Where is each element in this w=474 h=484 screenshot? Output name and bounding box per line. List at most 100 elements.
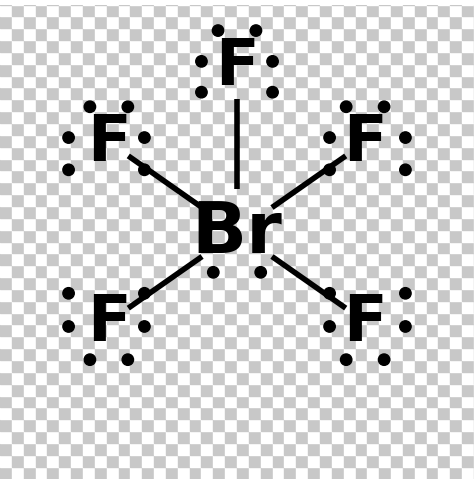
Bar xyxy=(118,467,130,479)
Bar xyxy=(462,218,474,230)
Bar xyxy=(391,112,403,124)
Bar xyxy=(201,124,213,136)
Bar xyxy=(190,148,201,159)
Bar xyxy=(320,419,332,431)
Bar xyxy=(24,467,36,479)
Bar xyxy=(249,65,261,76)
Bar xyxy=(284,195,296,207)
Bar xyxy=(415,455,427,467)
Bar xyxy=(47,467,59,479)
Bar xyxy=(249,396,261,408)
Bar xyxy=(178,148,190,159)
Bar xyxy=(95,384,107,396)
Bar xyxy=(24,100,36,112)
Bar xyxy=(130,313,142,325)
Bar xyxy=(47,360,59,372)
Bar xyxy=(178,419,190,431)
Bar xyxy=(356,41,367,53)
Bar xyxy=(462,301,474,313)
Bar xyxy=(415,207,427,218)
Bar xyxy=(190,313,201,325)
Bar xyxy=(261,148,273,159)
Bar xyxy=(249,384,261,396)
Bar xyxy=(391,242,403,254)
Bar xyxy=(284,325,296,336)
Bar xyxy=(438,136,450,148)
Bar xyxy=(379,277,391,289)
Bar xyxy=(83,277,95,289)
Bar xyxy=(225,455,237,467)
Bar xyxy=(178,336,190,348)
Bar xyxy=(47,29,59,41)
Bar xyxy=(403,384,415,396)
Bar xyxy=(71,455,83,467)
Bar xyxy=(12,171,24,183)
Bar xyxy=(320,29,332,41)
Bar xyxy=(462,207,474,218)
Bar xyxy=(24,230,36,242)
Bar xyxy=(379,17,391,29)
Bar xyxy=(391,467,403,479)
Bar xyxy=(296,455,308,467)
Bar xyxy=(273,467,284,479)
Bar xyxy=(118,325,130,336)
Bar xyxy=(201,0,213,5)
Bar xyxy=(24,171,36,183)
Bar xyxy=(249,195,261,207)
Bar xyxy=(201,76,213,88)
Bar xyxy=(332,266,344,277)
Bar xyxy=(284,112,296,124)
Bar xyxy=(356,53,367,65)
Bar xyxy=(12,242,24,254)
Bar xyxy=(237,124,249,136)
Bar xyxy=(59,0,71,5)
Bar xyxy=(0,88,12,100)
Bar xyxy=(320,159,332,171)
Bar xyxy=(379,41,391,53)
Bar xyxy=(0,277,12,289)
Bar xyxy=(237,384,249,396)
Bar xyxy=(391,289,403,301)
Bar xyxy=(237,0,249,5)
Bar xyxy=(367,313,379,325)
Bar xyxy=(0,254,12,266)
Bar xyxy=(225,29,237,41)
Bar xyxy=(320,218,332,230)
Bar xyxy=(59,136,71,148)
Bar xyxy=(201,384,213,396)
Bar xyxy=(427,136,438,148)
Bar xyxy=(356,396,367,408)
Bar xyxy=(83,467,95,479)
Bar xyxy=(391,5,403,17)
Bar xyxy=(36,218,47,230)
Bar xyxy=(154,443,166,455)
Bar xyxy=(367,148,379,159)
Bar xyxy=(213,148,225,159)
Bar xyxy=(237,230,249,242)
Bar xyxy=(130,419,142,431)
Bar xyxy=(415,88,427,100)
Bar xyxy=(391,0,403,5)
Bar xyxy=(12,159,24,171)
Bar xyxy=(438,159,450,171)
Bar xyxy=(154,124,166,136)
Bar xyxy=(320,254,332,266)
Circle shape xyxy=(139,133,150,144)
Bar xyxy=(403,171,415,183)
Bar xyxy=(403,455,415,467)
Bar xyxy=(130,455,142,467)
Bar xyxy=(190,336,201,348)
Bar xyxy=(427,0,438,5)
Bar xyxy=(95,431,107,443)
Bar xyxy=(356,148,367,159)
Bar xyxy=(379,124,391,136)
Bar xyxy=(201,266,213,277)
Bar xyxy=(391,325,403,336)
Bar xyxy=(320,124,332,136)
Bar xyxy=(427,65,438,76)
Bar xyxy=(130,301,142,313)
Bar xyxy=(154,88,166,100)
Bar xyxy=(154,242,166,254)
Bar xyxy=(95,183,107,195)
Bar xyxy=(391,218,403,230)
